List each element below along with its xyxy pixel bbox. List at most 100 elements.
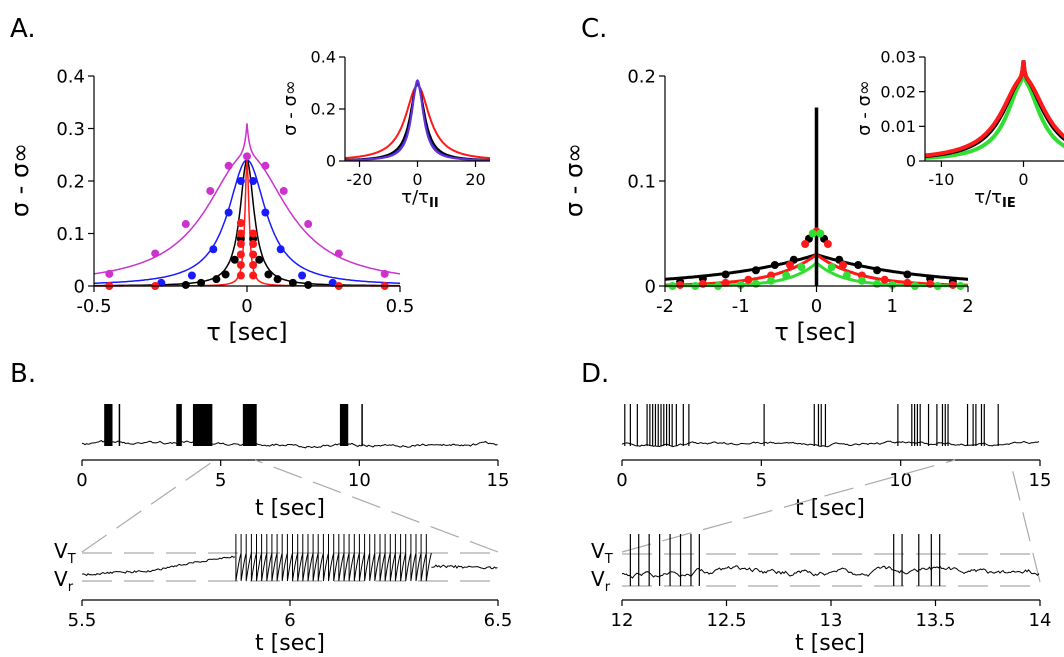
- vt-label-b: VT: [54, 539, 76, 567]
- series-red-point: [249, 251, 257, 259]
- vr-label-d: Vr: [591, 567, 611, 595]
- vt-label-d: VT: [591, 539, 613, 567]
- chart-a-ytick-label: 0.4: [56, 66, 85, 87]
- series-red-point: [237, 219, 245, 227]
- series-magenta-point: [182, 220, 190, 228]
- series-red-point: [824, 240, 832, 248]
- series-green-point: [752, 280, 760, 288]
- series-blue-point: [188, 272, 196, 280]
- chart-b-top-xtick-label: 10: [348, 470, 371, 491]
- inset-c-red-line: [925, 61, 1064, 156]
- series-black-point: [255, 256, 263, 264]
- series-red-point: [237, 230, 245, 238]
- series-magenta-point: [151, 249, 159, 257]
- chart-b-bottom-xtick-label: 6.5: [484, 610, 513, 631]
- chart-c-xtick-label: 2: [962, 296, 973, 317]
- chart-b-bottom-xlabel: t [sec]: [255, 631, 325, 656]
- series-green-point: [873, 280, 881, 288]
- chart-c-xtick-label: 1: [887, 296, 898, 317]
- panel-label-d: D.: [581, 359, 609, 389]
- chart-c-inset-xtick-label: 0: [1018, 170, 1028, 189]
- series-magenta-line: [94, 123, 400, 273]
- chart-c-inset: -1001000.010.020.03 τ/τIE σ - σ∞: [854, 48, 1064, 211]
- series-red-point: [786, 261, 794, 269]
- series-red-point: [249, 272, 257, 280]
- series-red-point: [249, 261, 257, 269]
- inset-a-purple-line: [345, 80, 490, 160]
- chart-a-inset-ytick-label: 0: [326, 152, 336, 171]
- chart-a-inset-xtick-label: -20: [346, 170, 372, 189]
- panel-label-a: A.: [10, 14, 36, 44]
- chart-d-top-xtick-label: 0: [616, 470, 627, 491]
- chart-b-bottom: 5.5 6 6.5 VT Vr t [sec]: [54, 534, 512, 656]
- panel-label-b: B.: [10, 359, 36, 389]
- chart-c-inset-ytick-label: 0.01: [880, 117, 916, 136]
- chart-a-xtick-label: -0.5: [76, 296, 111, 317]
- series-blue-point: [298, 272, 306, 280]
- chart-a-xtick-label: 0.5: [386, 296, 415, 317]
- series-black-point: [771, 261, 779, 269]
- chart-b-bottom-xtick-label: 6: [284, 610, 295, 631]
- chart-d-bottom-xlabel: t [sec]: [795, 631, 865, 656]
- series-green-point: [828, 263, 836, 271]
- series-black-point: [854, 261, 862, 269]
- chart-a-inset-ytick-label: 0.2: [311, 100, 336, 119]
- series-red-point: [839, 261, 847, 269]
- chart-a-xtick-label: 0: [241, 296, 252, 317]
- panel-label-c: C.: [581, 14, 607, 44]
- chart-d-bottom-xtick-label: 12: [611, 610, 634, 631]
- series-green-point: [816, 230, 824, 238]
- series-black-point: [212, 275, 220, 283]
- series-green-point: [809, 230, 817, 238]
- series-black-point: [304, 281, 312, 289]
- series-red-point: [881, 276, 889, 284]
- inset-a-black-line: [345, 83, 490, 160]
- series-red-point: [237, 240, 245, 248]
- chart-a-ytick-label: 0.2: [56, 171, 85, 192]
- series-magenta-point: [280, 187, 288, 195]
- vr-label-b: Vr: [54, 567, 74, 595]
- series-red-point: [249, 240, 257, 248]
- inset-a-red-line: [345, 86, 490, 159]
- chart-d-bottom-xtick-label: 12.5: [706, 610, 746, 631]
- series-black-point: [722, 270, 730, 278]
- chart-a-main: -0.5 0 0.500.10.20.30.4 τ [sec] σ - σ∞: [6, 66, 414, 346]
- chart-a-inset-ytick-label: 0.4: [311, 48, 336, 67]
- series-black-point: [752, 266, 760, 274]
- series-green-point: [843, 272, 851, 280]
- series-blue-point: [249, 177, 257, 185]
- spike-burst: [340, 404, 348, 446]
- chart-b-top: 0 5 10 15 t [sec]: [76, 404, 509, 521]
- chart-c-ytick-label: 0: [645, 276, 656, 297]
- series-green-point: [767, 277, 775, 285]
- series-blue-point: [209, 245, 217, 253]
- chart-c-xtick-label: -2: [656, 296, 674, 317]
- chart-b-top-xtick-label: 15: [487, 470, 510, 491]
- chart-c-inset-ylabel: σ - σ∞: [854, 80, 875, 136]
- spike-train-b: [236, 534, 432, 581]
- series-black-point: [903, 270, 911, 278]
- spike-burst: [243, 404, 257, 446]
- inset-a-blue-line: [345, 83, 490, 160]
- series-red-point: [801, 240, 809, 248]
- chart-d-bottom-xtick-label: 13: [820, 610, 843, 631]
- chart-d-bottom: 12 12.5 13 13.5 14 VT Vr t [sec]: [591, 534, 1051, 656]
- chart-b-top-xlabel: t [sec]: [255, 496, 325, 521]
- series-black-point: [264, 270, 272, 278]
- chart-c-ytick-label: 0.2: [627, 66, 656, 87]
- series-red-point: [237, 251, 245, 259]
- series-blue-point: [237, 177, 245, 185]
- spike-burst: [176, 404, 182, 446]
- series-magenta-point: [381, 270, 389, 278]
- chart-d-top-xlabel: t [sec]: [795, 496, 865, 521]
- series-magenta-point: [225, 162, 233, 170]
- spike-burst: [193, 404, 212, 446]
- series-red-point: [249, 230, 257, 238]
- series-red-point: [699, 280, 707, 288]
- series-magenta-point: [335, 249, 343, 257]
- series-black-point: [231, 256, 239, 264]
- chart-a-inset-xlabel: τ/τII: [401, 187, 438, 211]
- chart-c-inset-xtick-label: -10: [928, 170, 954, 189]
- voltage-trace-b-top: [82, 441, 498, 448]
- chart-b-top-xtick-label: 5: [215, 470, 226, 491]
